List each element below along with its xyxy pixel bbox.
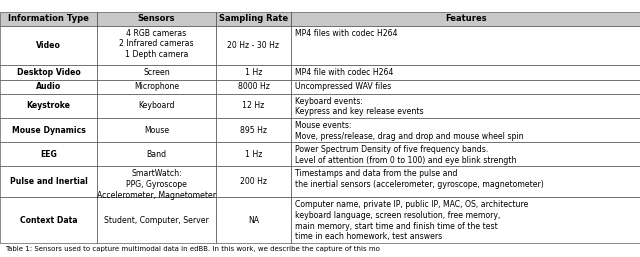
- Bar: [216, 166, 291, 197]
- Text: Video: Video: [36, 41, 61, 50]
- Text: 1 Hz: 1 Hz: [244, 150, 262, 159]
- Bar: [216, 66, 291, 80]
- Text: 200 Hz: 200 Hz: [240, 177, 267, 186]
- Bar: [97, 80, 216, 94]
- Bar: [291, 166, 640, 197]
- Bar: [216, 26, 291, 66]
- Bar: [0, 94, 97, 118]
- Text: Keystroke: Keystroke: [27, 102, 70, 111]
- Text: Screen: Screen: [143, 68, 170, 77]
- Text: Mouse events:
Move, press/release, drag and drop and mouse wheel spin: Mouse events: Move, press/release, drag …: [295, 121, 524, 141]
- Text: 20 Hz - 30 Hz: 20 Hz - 30 Hz: [227, 41, 280, 50]
- Text: Mouse: Mouse: [144, 126, 169, 135]
- Bar: [97, 118, 216, 142]
- Bar: [291, 26, 640, 66]
- Text: 1 Hz: 1 Hz: [244, 68, 262, 77]
- Text: NA: NA: [248, 216, 259, 225]
- Bar: [216, 197, 291, 243]
- Bar: [0, 142, 97, 166]
- Bar: [97, 12, 216, 26]
- Text: 895 Hz: 895 Hz: [240, 126, 267, 135]
- Bar: [291, 12, 640, 26]
- Bar: [97, 94, 216, 118]
- Text: 4 RGB cameras
2 Infrared cameras
1 Depth camera: 4 RGB cameras 2 Infrared cameras 1 Depth…: [119, 29, 194, 59]
- Text: Power Spectrum Density of five frequency bands.
Level of attention (from 0 to 10: Power Spectrum Density of five frequency…: [295, 145, 516, 165]
- Bar: [216, 12, 291, 26]
- Bar: [291, 197, 640, 243]
- Bar: [0, 12, 97, 26]
- Bar: [0, 197, 97, 243]
- Text: 12 Hz: 12 Hz: [243, 102, 264, 111]
- Bar: [291, 142, 640, 166]
- Text: Sensors: Sensors: [138, 14, 175, 23]
- Bar: [216, 118, 291, 142]
- Text: Context Data: Context Data: [20, 216, 77, 225]
- Text: Mouse Dynamics: Mouse Dynamics: [12, 126, 86, 135]
- Text: Keyboard events:
Keypress and key release events: Keyboard events: Keypress and key releas…: [295, 97, 424, 116]
- Text: Sampling Rate: Sampling Rate: [219, 14, 288, 23]
- Bar: [0, 66, 97, 80]
- Bar: [291, 66, 640, 80]
- Text: Microphone: Microphone: [134, 82, 179, 91]
- Bar: [97, 142, 216, 166]
- Text: MP4 file with codec H264: MP4 file with codec H264: [295, 68, 394, 77]
- Bar: [216, 142, 291, 166]
- Text: Computer name, private IP, public IP, MAC, OS, architecture
keyboard language, s: Computer name, private IP, public IP, MA…: [295, 200, 529, 242]
- Bar: [0, 80, 97, 94]
- Text: Keyboard: Keyboard: [138, 102, 175, 111]
- Text: Table 1: Sensors used to capture multimodal data in edBB. In this work, we descr: Table 1: Sensors used to capture multimo…: [5, 246, 380, 252]
- Bar: [97, 26, 216, 66]
- Text: Band: Band: [147, 150, 166, 159]
- Bar: [0, 166, 97, 197]
- Text: MP4 files with codec H264: MP4 files with codec H264: [295, 29, 397, 38]
- Text: EEG: EEG: [40, 150, 57, 159]
- Bar: [97, 197, 216, 243]
- Bar: [291, 80, 640, 94]
- Text: Desktop Video: Desktop Video: [17, 68, 81, 77]
- Bar: [0, 26, 97, 66]
- Text: Audio: Audio: [36, 82, 61, 91]
- Bar: [97, 166, 216, 197]
- Text: Student, Computer, Server: Student, Computer, Server: [104, 216, 209, 225]
- Text: Pulse and Inertial: Pulse and Inertial: [10, 177, 88, 186]
- Bar: [291, 94, 640, 118]
- Bar: [216, 80, 291, 94]
- Text: Timestamps and data from the pulse and
the inertial sensors (accelerometer, gyro: Timestamps and data from the pulse and t…: [295, 169, 544, 189]
- Bar: [291, 118, 640, 142]
- Bar: [97, 66, 216, 80]
- Text: Information Type: Information Type: [8, 14, 89, 23]
- Bar: [216, 94, 291, 118]
- Bar: [0, 118, 97, 142]
- Text: Uncompressed WAV files: Uncompressed WAV files: [295, 82, 391, 91]
- Text: SmartWatch:
PPG, Gyroscope
Accelerometer, Magnetometer: SmartWatch: PPG, Gyroscope Accelerometer…: [97, 169, 216, 199]
- Text: Features: Features: [445, 14, 486, 23]
- Text: 8000 Hz: 8000 Hz: [237, 82, 269, 91]
